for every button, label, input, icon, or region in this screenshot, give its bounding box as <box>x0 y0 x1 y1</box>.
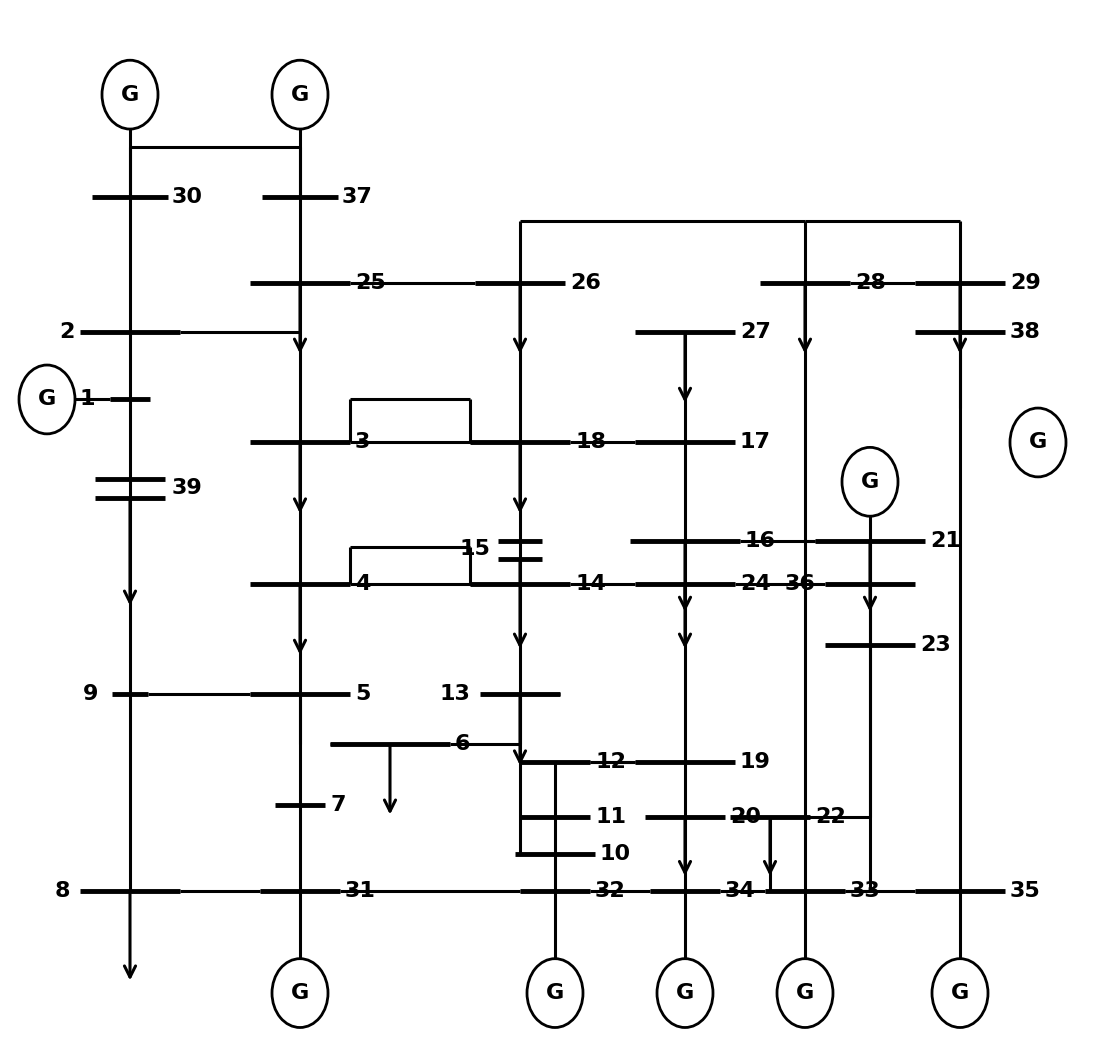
Text: 19: 19 <box>740 752 771 772</box>
Text: G: G <box>796 983 814 1003</box>
Text: G: G <box>291 85 309 105</box>
Text: 2: 2 <box>59 321 75 341</box>
Text: G: G <box>121 85 139 105</box>
Text: 26: 26 <box>570 273 601 293</box>
Text: 39: 39 <box>172 478 203 498</box>
Text: 25: 25 <box>355 273 386 293</box>
Text: 33: 33 <box>850 882 881 901</box>
Text: 27: 27 <box>740 321 771 341</box>
Text: G: G <box>951 983 969 1003</box>
Text: 18: 18 <box>575 432 606 452</box>
Text: G: G <box>38 389 56 409</box>
Text: 1: 1 <box>79 389 95 409</box>
Text: G: G <box>676 983 694 1003</box>
Text: 30: 30 <box>172 187 203 207</box>
Text: 24: 24 <box>740 574 771 594</box>
Text: 16: 16 <box>745 531 776 551</box>
Text: 35: 35 <box>1010 882 1041 901</box>
Text: 7: 7 <box>330 795 346 815</box>
Text: 38: 38 <box>1010 321 1041 341</box>
Text: 10: 10 <box>600 845 631 865</box>
Text: 23: 23 <box>920 635 951 655</box>
Text: 17: 17 <box>740 432 771 452</box>
Text: 34: 34 <box>725 882 756 901</box>
Text: G: G <box>291 983 309 1003</box>
Text: 6: 6 <box>455 734 471 754</box>
Text: 21: 21 <box>930 531 961 551</box>
Text: 20: 20 <box>730 808 761 828</box>
Text: 13: 13 <box>439 685 470 704</box>
Text: 28: 28 <box>855 273 886 293</box>
Text: 12: 12 <box>595 752 626 772</box>
Text: G: G <box>546 983 564 1003</box>
Text: 8: 8 <box>55 882 70 901</box>
Text: 37: 37 <box>342 187 373 207</box>
Text: G: G <box>861 471 879 492</box>
Text: 4: 4 <box>355 574 371 594</box>
Text: 31: 31 <box>344 882 376 901</box>
Text: G: G <box>1029 432 1048 452</box>
Text: 9: 9 <box>82 685 98 704</box>
Text: 15: 15 <box>460 539 490 559</box>
Text: 11: 11 <box>595 808 626 828</box>
Text: 36: 36 <box>784 574 815 594</box>
Text: 5: 5 <box>355 685 371 704</box>
Text: 3: 3 <box>355 432 371 452</box>
Text: 14: 14 <box>575 574 606 594</box>
Text: 29: 29 <box>1010 273 1041 293</box>
Text: 32: 32 <box>595 882 625 901</box>
Text: 22: 22 <box>815 808 846 828</box>
